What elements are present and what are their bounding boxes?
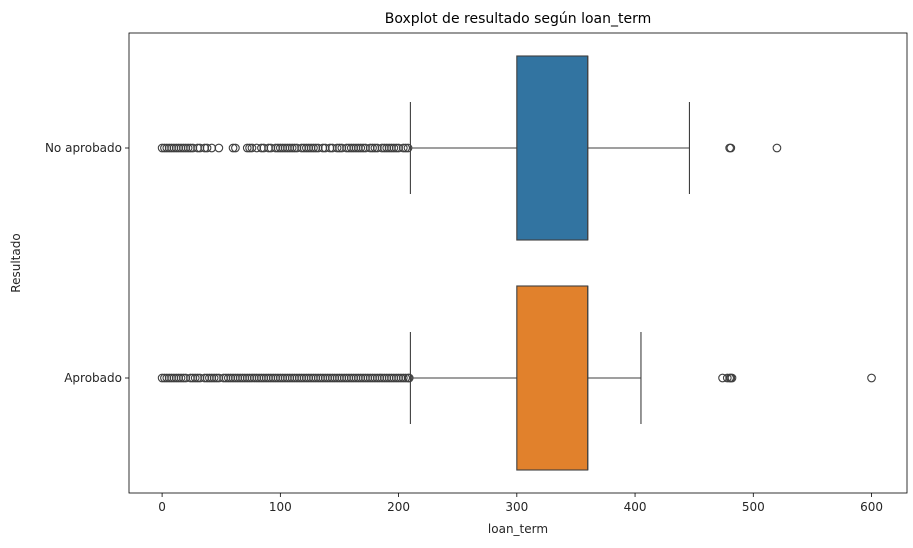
box-group-aprobado [157, 285, 876, 471]
y-tick-label: No aprobado [45, 141, 122, 155]
x-tick-label: 200 [387, 500, 410, 514]
outlier-point [398, 143, 408, 153]
outlier-point [722, 373, 732, 383]
x-tick-label: 0 [158, 500, 166, 514]
outlier-point [176, 373, 186, 383]
y-axis: No aprobado Aprobado [45, 141, 129, 385]
outlier-point [287, 143, 297, 153]
outlier-point [332, 143, 342, 153]
y-tick-label: Aprobado [64, 371, 122, 385]
plot-area [157, 55, 876, 471]
outlier-point [242, 143, 252, 153]
x-tick-label: 500 [742, 500, 765, 514]
outlier-point [231, 143, 240, 153]
outlier-point [309, 143, 318, 153]
x-tick-label: 100 [269, 500, 292, 514]
outlier-point [228, 143, 238, 153]
y-axis-label: Resultado [9, 233, 23, 292]
x-tick-label: 300 [505, 500, 528, 514]
outlier-point [398, 373, 408, 383]
outlier-point [209, 373, 219, 383]
box-no-aprobado [516, 55, 589, 241]
outlier-point [202, 143, 212, 153]
axes-frame [128, 32, 908, 494]
outlier-point [356, 143, 366, 153]
outlier-point [190, 373, 200, 383]
outlier-point [726, 143, 736, 153]
outlier-point [401, 143, 411, 153]
x-tick-label: 600 [860, 500, 883, 514]
outlier-point [183, 143, 193, 153]
x-axis-label: loan_term [488, 522, 548, 536]
outlier-point [772, 143, 782, 153]
outlier-point [389, 143, 399, 153]
outlier-point [207, 143, 217, 153]
outlier-point [727, 373, 737, 383]
outlier-point [368, 143, 377, 153]
outlier-point [404, 373, 414, 383]
outlier-point [403, 143, 413, 153]
x-tick-label: 400 [624, 500, 647, 514]
outlier-point [867, 373, 876, 383]
outlier-point [214, 143, 224, 153]
chart-title: Boxplot de resultado según loan_term [385, 11, 652, 27]
box-aprobado [516, 285, 589, 471]
box-group-no-aprobado [157, 55, 782, 241]
outlier-point [401, 373, 411, 383]
x-axis: 0 100 200 300 400 500 600 [158, 493, 883, 514]
outlier-point [247, 143, 257, 153]
